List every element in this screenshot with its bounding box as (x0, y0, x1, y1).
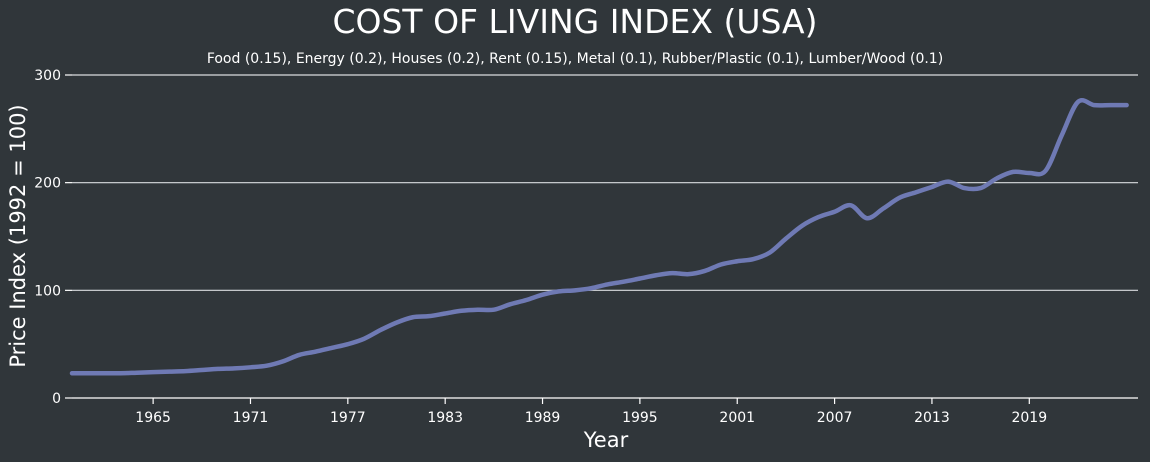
series-layer (69, 98, 1129, 376)
y-tick-label: 300 (34, 68, 61, 84)
x-tick-label: 1983 (427, 410, 463, 426)
chart-title: COST OF LIVING INDEX (USA) (332, 2, 817, 41)
x-tick-label: 1977 (330, 410, 366, 426)
y-tick-label: 0 (52, 391, 61, 407)
x-tick-label: 1971 (233, 410, 269, 426)
y-tick-label: 100 (34, 283, 61, 299)
x-tick-label: 2019 (1011, 410, 1047, 426)
series-line (69, 98, 1129, 376)
x-axis-title: Year (583, 428, 629, 452)
x-tick-label: 2013 (914, 410, 950, 426)
axis-layer (65, 74, 1138, 404)
x-tick-label: 2007 (817, 410, 853, 426)
y-axis-title: Price Index (1992 = 100) (6, 104, 30, 367)
x-tick-label: 1995 (622, 410, 658, 426)
x-tick-label: 1965 (135, 410, 171, 426)
y-tick-label: 200 (34, 176, 61, 192)
chart-subtitle: Food (0.15), Energy (0.2), Houses (0.2),… (207, 51, 943, 67)
x-tick-label: 2001 (719, 410, 755, 426)
tick-layer: 0 100 200 300 1965 1971 1977 1983 1989 1995 2001 20… (34, 68, 1047, 426)
x-tick-label: 1989 (525, 410, 561, 426)
grid-layer (72, 74, 1138, 291)
